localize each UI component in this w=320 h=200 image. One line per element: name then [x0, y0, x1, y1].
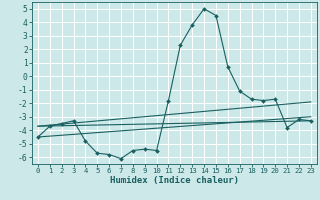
X-axis label: Humidex (Indice chaleur): Humidex (Indice chaleur) — [110, 176, 239, 185]
